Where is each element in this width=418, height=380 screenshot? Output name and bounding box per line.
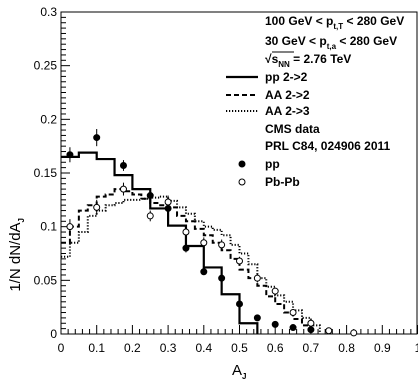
legend-marker-pb-pb bbox=[238, 178, 246, 186]
series-pp-point bbox=[271, 320, 279, 328]
annotation-main: 30 GeV < p bbox=[265, 34, 327, 48]
annotation-main: √s bbox=[265, 52, 279, 66]
x-tick-label: 0.9 bbox=[374, 341, 391, 355]
series-pb-pb-point bbox=[289, 309, 297, 317]
x-tick-label: 0.5 bbox=[231, 341, 248, 355]
series-pb-pb-point bbox=[93, 203, 101, 211]
x-axis-title-sub: J bbox=[242, 372, 246, 380]
annotation-subscript: t,a bbox=[327, 42, 337, 51]
x-axis-title: AJ bbox=[232, 362, 246, 380]
legend-label-pb-pb: Pb-Pb bbox=[265, 175, 300, 189]
series-pb-pb-point bbox=[325, 327, 333, 335]
series-pp-point bbox=[146, 192, 154, 200]
series-pb-pb-point bbox=[66, 223, 74, 231]
x-tick-label: 0.8 bbox=[338, 341, 355, 355]
series-pp-point bbox=[200, 268, 208, 276]
legend-label-pp: pp bbox=[265, 157, 280, 171]
annotation-rest: < 280 GeV bbox=[336, 34, 397, 48]
legend-label-prl-c84-024906-2011: PRL C84, 024906 2011 bbox=[265, 139, 391, 153]
annotation-main: 100 GeV < p bbox=[265, 14, 333, 28]
x-tick-label: 0.6 bbox=[267, 341, 284, 355]
axis-tick-labels: 0 0.1 0.2 0.3 0.4 0.5 0.6 0.7 0.8 0.9 1 0 0.05 0.1 0.1… bbox=[34, 5, 418, 355]
y-tick-label: 0.2 bbox=[40, 112, 57, 126]
legend: pp 2->2 AA 2->2 AA 2->3 CMS data PRL C84, 02… bbox=[226, 70, 391, 189]
x-tick-label: 0 bbox=[58, 341, 65, 355]
y-axis-title: 1/N dN/dAJ bbox=[7, 218, 26, 292]
y-tick-label: 0.1 bbox=[40, 220, 57, 234]
annotation-subscript: t,T bbox=[333, 22, 343, 31]
y-tick-label: 0.3 bbox=[40, 5, 57, 19]
series-pp-point bbox=[253, 314, 261, 322]
series-pb-pb-point bbox=[350, 329, 358, 337]
series-pb-pb-point bbox=[164, 198, 172, 206]
legend-label-pp-2-2: pp 2->2 bbox=[265, 70, 308, 84]
legend-label-aa-2-3: AA 2->3 bbox=[265, 104, 310, 118]
x-tick-label: 1 bbox=[415, 341, 418, 355]
series-pb-pb-point bbox=[236, 257, 243, 265]
series-pp-point bbox=[93, 134, 101, 142]
annotation-line: 30 GeV < pt,a < 280 GeV bbox=[265, 34, 397, 51]
annotation-line: √sNN = 2.76 TeV bbox=[265, 52, 351, 69]
series-pb-pb-point bbox=[182, 228, 190, 236]
axis-ticks bbox=[60, 11, 418, 335]
series-pb-pb-point bbox=[200, 239, 208, 247]
y-tick-label: 0.15 bbox=[34, 166, 58, 180]
series-pp-point bbox=[66, 151, 74, 159]
annotation-rest: = 2.76 TeV bbox=[290, 52, 351, 66]
legend-label-cms-data: CMS data bbox=[265, 122, 320, 136]
x-tick-label: 0.3 bbox=[160, 341, 177, 355]
x-tick-label: 0.4 bbox=[195, 341, 212, 355]
annotation-rest: < 280 GeV bbox=[343, 14, 404, 28]
series-pp-2-2-line bbox=[61, 151, 259, 334]
x-tick-label: 0.2 bbox=[124, 341, 141, 355]
y-tick-label: 0.05 bbox=[34, 273, 58, 287]
series-pp-point bbox=[236, 300, 243, 308]
annotation-line: 100 GeV < pt,T < 280 GeV bbox=[265, 14, 404, 31]
series-pb-pb-point bbox=[307, 319, 315, 327]
series-pb-pb-point bbox=[271, 287, 279, 295]
legend-label-aa-2-2: AA 2->2 bbox=[265, 88, 310, 102]
x-tick-label: 0.1 bbox=[88, 341, 105, 355]
series-pp-point bbox=[218, 274, 226, 282]
series-pb-pb-point bbox=[253, 274, 261, 282]
series-pb-pb-point bbox=[146, 212, 154, 220]
series-pp-point bbox=[289, 324, 297, 332]
y-tick-label: 0.25 bbox=[34, 59, 58, 73]
series-aa-2-2-line bbox=[61, 188, 312, 334]
x-axis-title-main: A bbox=[232, 362, 242, 379]
x-tick-label: 0.7 bbox=[303, 341, 320, 355]
y-axis-title-sub: J bbox=[17, 218, 26, 222]
series-pp-point bbox=[307, 326, 315, 334]
legend-marker-pp bbox=[238, 160, 246, 168]
series-pp-point bbox=[119, 161, 127, 169]
series-pp-point bbox=[182, 244, 190, 252]
y-tick-label: 0 bbox=[50, 327, 57, 341]
series-pb-pb-point bbox=[119, 185, 127, 193]
series-aa-2-3-line bbox=[61, 195, 321, 334]
y-axis-title-main: 1/N dN/dA bbox=[7, 222, 24, 291]
series-layer bbox=[61, 128, 358, 337]
series-pb-pb-point bbox=[218, 241, 226, 249]
annotation-subscript: NN bbox=[278, 60, 290, 69]
